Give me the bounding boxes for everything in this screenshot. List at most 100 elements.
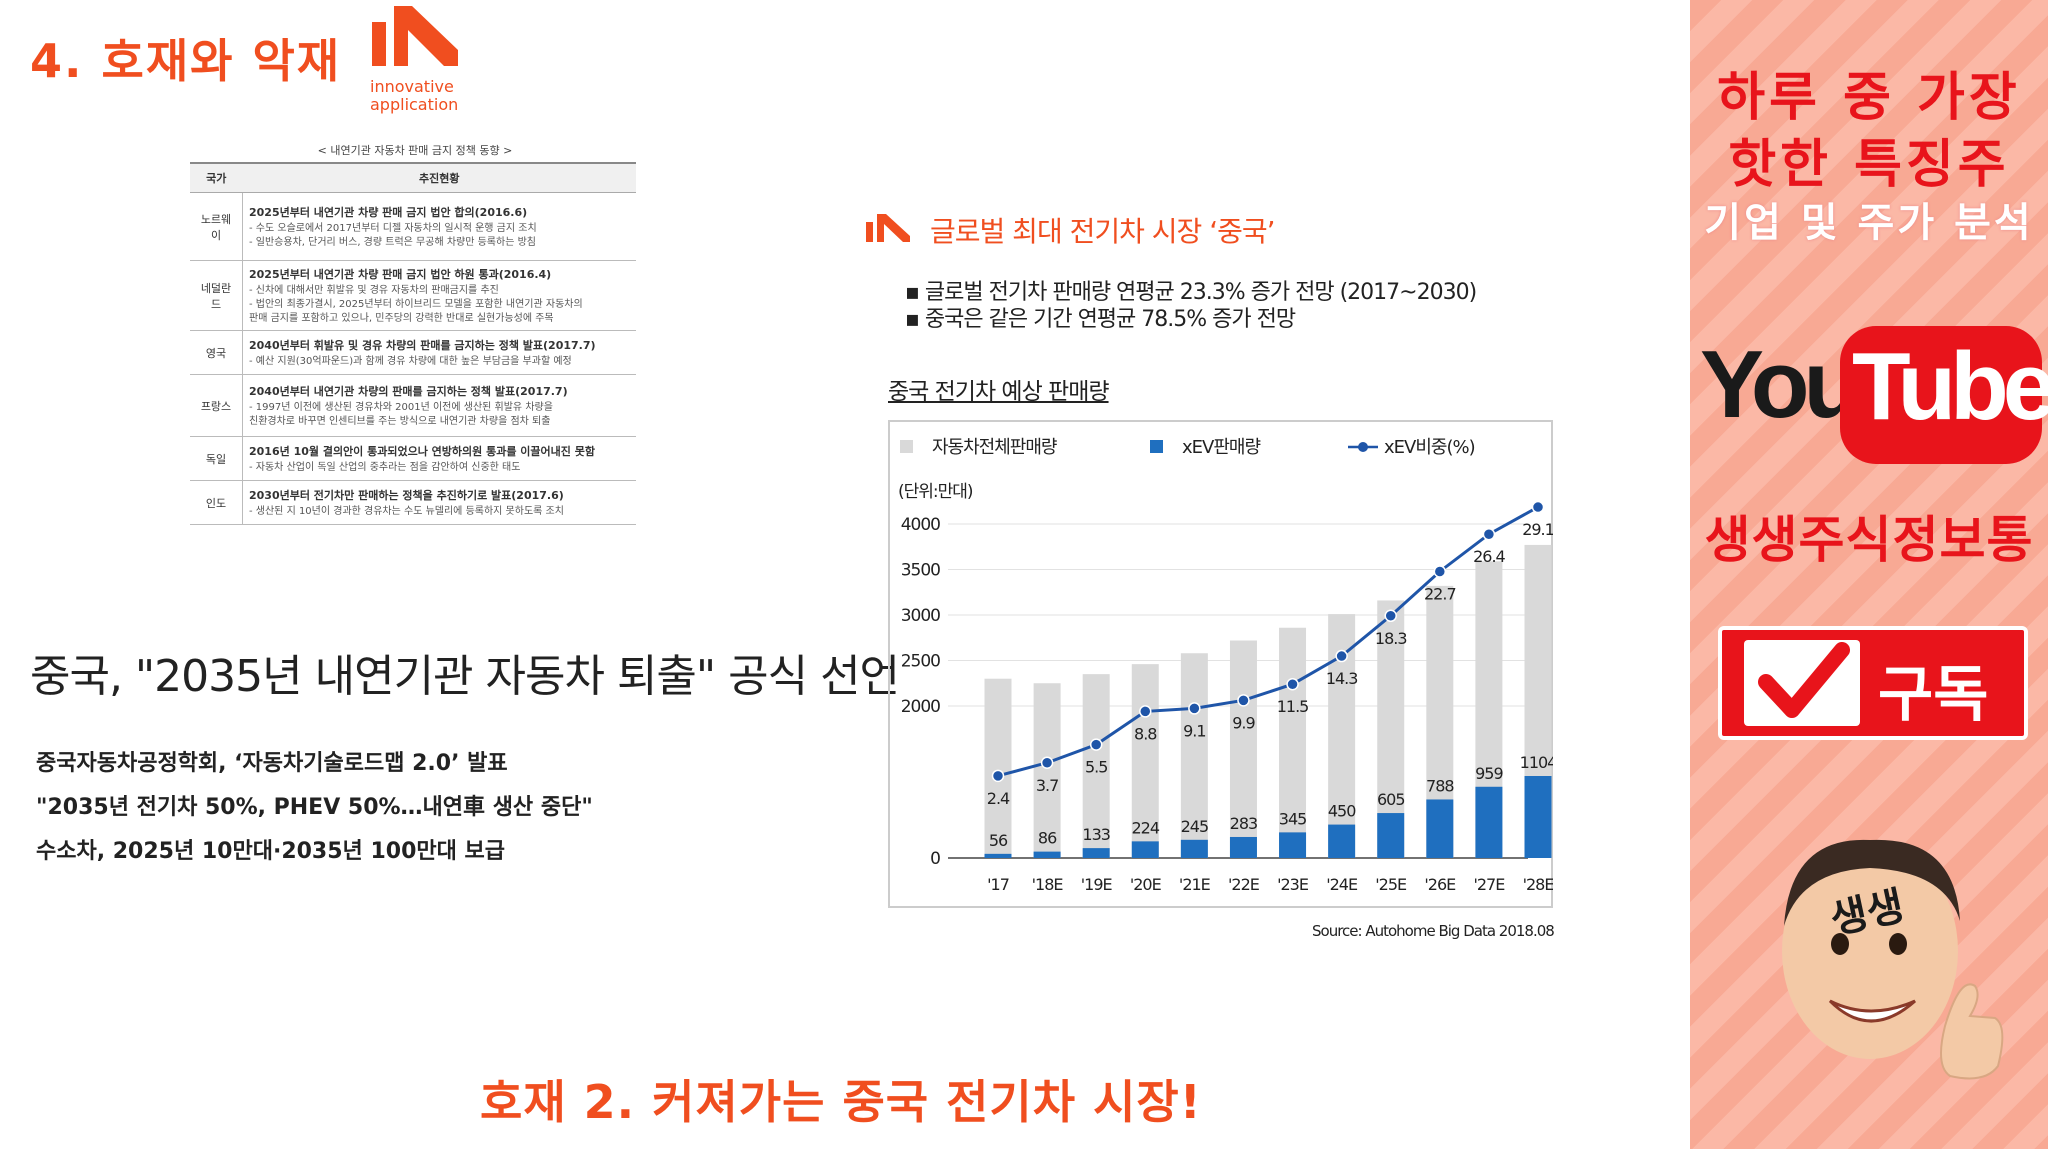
news-line-2: "2035년 전기차 50%, PHEV 50%…내연車 생산 중단" — [36, 795, 593, 820]
panel-title-line3: 기업 및 주가 분석 — [1704, 200, 2034, 246]
table-cell-country: 독일 — [190, 436, 243, 481]
xev-value-label: 605 — [1377, 790, 1405, 809]
logo-text-line1: innovative — [370, 77, 454, 96]
table-row: 독일 2016년 10월 결의안이 통과되었으나 연방하의원 통과를 이끌어내진 … — [190, 436, 636, 481]
table-row: 인도 2030년부터 전기차만 판매하는 정책을 추진하기로 발표(2017.6)… — [190, 480, 636, 525]
policy-main-text: 2016년 10월 결의안이 통과되었으나 연방하의원 통과를 이끌어내진 못함 — [249, 444, 595, 458]
xev-value-label: 788 — [1426, 776, 1454, 795]
policy-sub-text: - 생산된 지 10년이 경과한 경유차는 수도 뉴델리에 등록하지 못하도록 … — [249, 505, 564, 517]
table-cell-status: 2040년부터 내연기관 차량의 판매를 금지하는 정책 발표(2017.7) -… — [242, 374, 636, 437]
share-value-label: 22.7 — [1424, 584, 1456, 603]
bar-xev — [1328, 824, 1356, 858]
bar-xev — [1377, 813, 1405, 858]
news-headline: 중국, "2035년 내연기관 자동차 퇴출" 공식 선언 — [30, 651, 900, 702]
legend-marker-share — [1358, 442, 1368, 452]
panel-title-line2: 핫한 특징주 — [1728, 135, 2010, 195]
brand-logo-text: innovative application — [370, 78, 458, 114]
youtube-logo-you: You — [1700, 331, 1862, 438]
table-cell-country: 영국 — [190, 330, 243, 375]
table-header-status: 추진현황 — [242, 162, 636, 193]
share-point — [1482, 527, 1496, 541]
share-line — [997, 505, 1539, 778]
policy-sub-text: - 1997년 이전에 생산된 경유차와 2001년 이전에 생산된 휘발유 차… — [249, 401, 553, 427]
policy-sub-text: - 자동차 산업이 독일 산업의 중추라는 점을 감안하여 신중한 태도 — [249, 461, 521, 473]
bullet-item-1: ▪ 글로벌 전기차 판매량 연평균 23.3% 증가 전망 (2017~2030… — [905, 280, 1477, 305]
x-tick-label: '27E — [1473, 875, 1505, 894]
legend-swatch-xev — [1150, 440, 1163, 453]
youtube-logo-tube: Tube — [1852, 333, 2048, 440]
table-cell-status: 2025년부터 내연기관 차량 판매 금지 법안 하원 통과(2016.4) - … — [242, 260, 636, 331]
bar-xev — [1279, 832, 1307, 858]
share-value-label: 9.1 — [1183, 721, 1205, 740]
bar-total — [1279, 627, 1307, 858]
share-point — [1384, 609, 1397, 623]
table-row: 네덜란드 2025년부터 내연기관 차량 판매 금지 법안 하원 통과(2016.… — [190, 260, 636, 331]
table-cell-status: 2040년부터 휘발유 및 경유 차량의 판매를 금지하는 정책 발표(2017… — [242, 330, 636, 375]
unit-label: (단위:만대) — [898, 482, 973, 502]
bar-total — [1131, 664, 1159, 858]
subscribe-label[interactable]: 구독 — [1878, 660, 1989, 730]
share-point — [1089, 738, 1103, 751]
share-value-label: 11.5 — [1277, 697, 1309, 716]
share-value-label: 9.9 — [1232, 713, 1255, 732]
legend-swatch-total — [900, 440, 913, 453]
table-cell-status: 2025년부터 내연기관 차량 판매 금지 법안 합의(2016.6) - 수도 … — [242, 192, 636, 261]
table-cell-country: 인도 — [190, 480, 243, 525]
xev-value-label: 133 — [1082, 825, 1110, 844]
share-point — [1188, 702, 1201, 715]
share-point — [1531, 500, 1545, 514]
table-cell-country: 네덜란드 — [190, 260, 243, 331]
x-tick-label: '25E — [1375, 875, 1407, 894]
bar-total — [984, 678, 1012, 858]
table-row: 노르웨이 2025년부터 내연기관 차량 판매 금지 법안 합의(2016.6) -… — [190, 192, 636, 261]
x-tick-label: '18E — [1032, 875, 1064, 894]
policy-main-text: 2025년부터 내연기관 차량 판매 금지 법안 합의(2016.6) — [249, 205, 528, 219]
brand-logo-icon — [372, 6, 458, 66]
table-row: 프랑스 2040년부터 내연기관 차량의 판매를 금지하는 정책 발표(2017.… — [190, 374, 636, 437]
y-tick-label: 2500 — [901, 652, 940, 672]
xev-value-label: 959 — [1475, 764, 1503, 783]
x-tick-label: '19E — [1081, 875, 1113, 894]
bar-xev — [1524, 776, 1552, 858]
legend-label-xev: xEV판매량 — [1182, 437, 1260, 458]
bullet-text-2: 중국은 같은 기간 연평균 78.5% 증가 전망 — [924, 307, 1296, 332]
bar-xev — [1131, 841, 1159, 858]
share-value-label: 14.3 — [1326, 669, 1358, 688]
chart-source: Source: Autohome Big Data 2018.08 — [1312, 922, 1555, 940]
bullet-item-2: ▪ 중국은 같은 기간 연평균 78.5% 증가 전망 — [905, 307, 1296, 332]
share-value-label: 8.8 — [1134, 724, 1157, 743]
xev-value-label: 283 — [1230, 814, 1258, 833]
checkmark-icon[interactable] — [1744, 640, 1860, 726]
share-point — [1237, 694, 1250, 707]
y-tick-label: 3500 — [901, 561, 940, 581]
policy-table-body: 노르웨이 2025년부터 내연기관 차량 판매 금지 법안 합의(2016.6) -… — [190, 192, 636, 525]
policy-main-text: 2030년부터 전기차만 판매하는 정책을 추진하기로 발표(2017.6) — [249, 488, 564, 502]
panel-title-line1: 하루 중 가장 — [1717, 68, 2021, 128]
section-title: 글로벌 최대 전기차 시장 ‘중국’ — [930, 215, 1276, 248]
share-point — [1433, 565, 1447, 578]
share-point — [1286, 677, 1299, 691]
avatar-thumbs-up-icon: 생생 — [1782, 839, 2004, 1080]
policy-sub-text: - 수도 오슬로에서 2017년부터 디젤 자동차의 일시적 운행 금지 조치 … — [249, 222, 537, 248]
share-point — [1040, 756, 1054, 770]
share-value-label: 3.7 — [1036, 776, 1058, 795]
table-cell-status: 2016년 10월 결의안이 통과되었으나 연방하의원 통과를 이끌어내진 못함… — [242, 436, 636, 481]
chart-frame — [888, 420, 1553, 908]
x-tick-label: '20E — [1130, 875, 1162, 894]
section-logo-icon — [866, 214, 910, 242]
xev-value-label: 245 — [1181, 817, 1209, 836]
y-tick-label: 4000 — [901, 515, 940, 535]
share-point — [1335, 649, 1348, 663]
policy-main-text: 2040년부터 내연기관 차량의 판매를 금지하는 정책 발표(2017.7) — [249, 384, 568, 398]
policy-sub-text: - 예산 지원(30억파운드)과 함께 경유 차량에 대한 높은 부담금을 부과… — [249, 355, 572, 367]
y-tick-label: 0 — [930, 849, 940, 869]
share-point — [991, 769, 1005, 783]
share-value-label: 2.4 — [987, 789, 1010, 808]
xev-value-label: 56 — [989, 831, 1008, 850]
policy-sub-text: - 신차에 대해서만 휘발유 및 경유 자동차의 판매금지를 추진 - 법안의 … — [249, 284, 583, 324]
bar-xev — [1033, 851, 1061, 858]
slide-title: 4. 호재와 악재 — [30, 34, 342, 88]
y-tick-label: 3000 — [901, 606, 940, 626]
share-value-label: 26.4 — [1473, 547, 1505, 566]
x-tick-label: '28E — [1523, 875, 1553, 894]
